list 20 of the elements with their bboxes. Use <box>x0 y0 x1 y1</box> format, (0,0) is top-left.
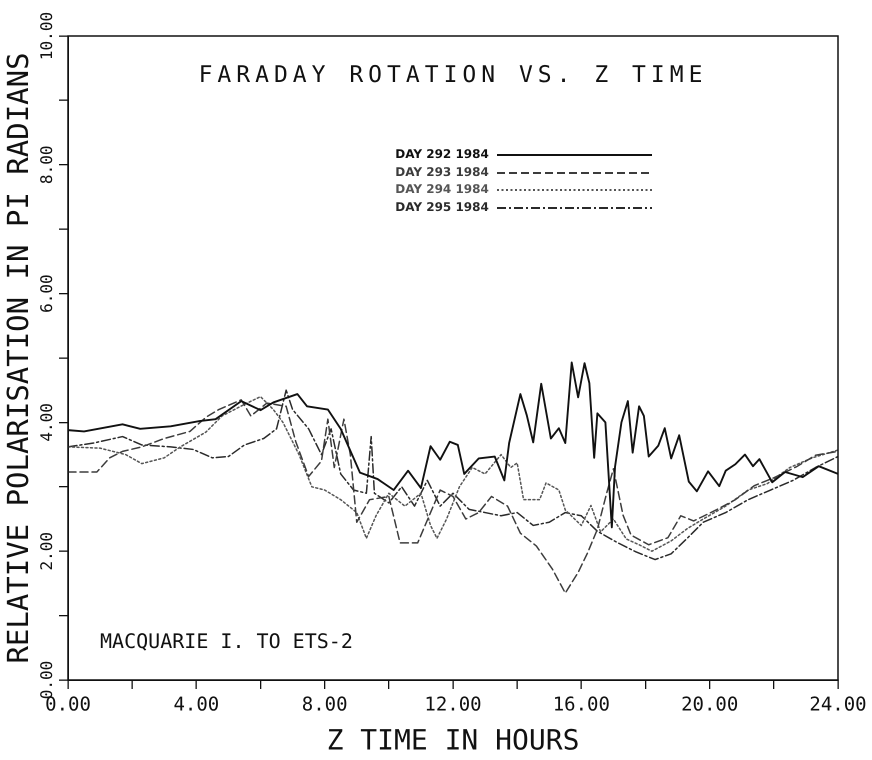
line-series <box>68 399 838 594</box>
x-tick-label: 12.00 <box>424 693 482 716</box>
x-tick-label: 8.00 <box>302 693 348 716</box>
y-tick-label: 4.00 <box>37 403 56 442</box>
text: DAY 292 1984 <box>395 147 489 162</box>
annotation: MACQUARIE I. TO ETS-2 <box>100 629 353 654</box>
text: DAY 295 1984 <box>395 200 489 214</box>
y-tick-label: 8.00 <box>37 146 56 184</box>
x-tick-label: 16.00 <box>552 693 610 716</box>
text: FARADAY ROTATION VS. Z TIME <box>198 62 708 88</box>
text: DAY 293 1984 <box>395 165 489 180</box>
x-tick-label: 4.00 <box>173 693 220 716</box>
x-tick-label: 20.00 <box>681 693 738 716</box>
text: DAY 294 1984 <box>395 182 489 196</box>
y-tick-label: 10.00 <box>37 12 56 60</box>
y-tick-label: 2.00 <box>37 532 56 570</box>
x-axis-title: Z TIME IN HOURS <box>326 723 580 756</box>
y-tick-label: 6.00 <box>37 274 56 313</box>
y-axis-title: RELATIVE POLARISATION IN PI RADIANS <box>0 52 35 664</box>
x-tick-label: 24.00 <box>809 693 867 716</box>
